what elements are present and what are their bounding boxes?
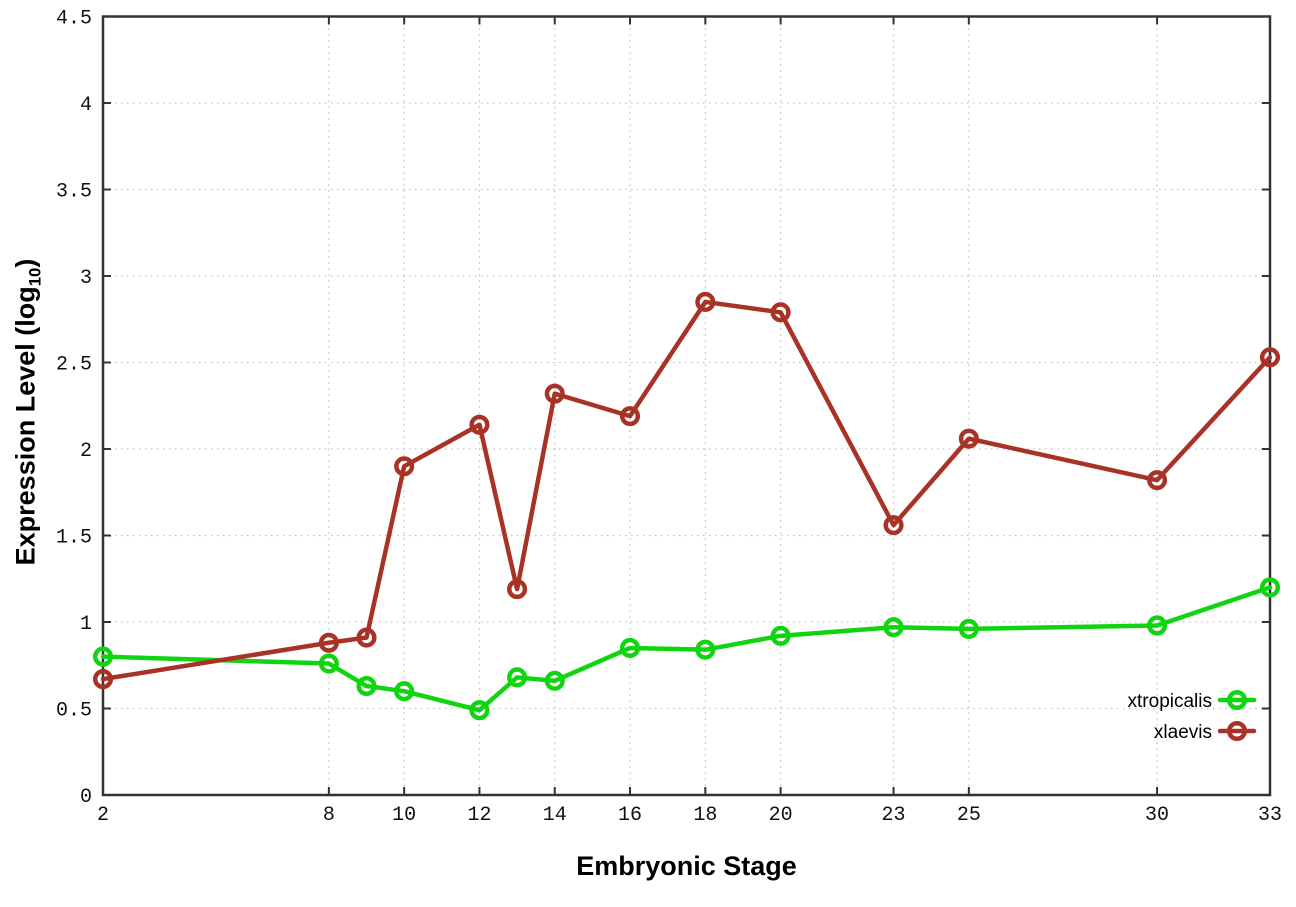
data-point-xtropicalis <box>469 700 490 721</box>
data-point-xtropicalis <box>318 653 339 674</box>
data-point-xlaevis <box>507 579 528 600</box>
data-point-xlaevis <box>619 406 641 427</box>
data-point-xtropicalis <box>619 637 641 659</box>
y-axis-title: Expression Level (log10) <box>10 259 45 566</box>
data-point-xtropicalis <box>1259 577 1281 598</box>
y-tick-label: 4 <box>80 94 92 117</box>
y-tick-label: 4.5 <box>56 8 92 31</box>
data-point-xlaevis <box>469 414 490 435</box>
data-point-xtropicalis <box>770 625 791 646</box>
x-tick-label: 14 <box>543 804 567 827</box>
x-tick-label: 30 <box>1145 804 1169 827</box>
data-point-xlaevis <box>770 302 791 323</box>
data-point-xtropicalis <box>958 618 979 639</box>
data-point-xtropicalis <box>883 617 904 638</box>
y-tick-label: 2.5 <box>56 354 92 377</box>
x-tick-label: 12 <box>467 804 491 827</box>
data-point-xtropicalis <box>1147 615 1168 636</box>
y-axis-title-text: Expression Level (log <box>10 286 41 566</box>
data-point-xlaevis <box>394 456 415 477</box>
data-point-xlaevis <box>1259 347 1281 368</box>
data-point-xtropicalis <box>695 639 716 660</box>
data-point-xlaevis <box>356 627 377 648</box>
series-line-xlaevis <box>100 299 1273 682</box>
data-point-xtropicalis <box>356 675 377 697</box>
legend-sample-marker-xtropicalis <box>1226 689 1248 711</box>
x-tick-label: 10 <box>392 804 416 827</box>
y-tick-label: 0.5 <box>56 700 92 723</box>
series-xtropicalis <box>92 577 1281 721</box>
y-tick-label: 0 <box>80 786 92 809</box>
x-tick-label: 16 <box>618 804 642 827</box>
data-point-xtropicalis <box>544 670 565 691</box>
data-point-xlaevis <box>318 632 339 653</box>
data-point-xtropicalis <box>394 681 415 702</box>
data-point-xtropicalis <box>92 646 114 667</box>
plot-border <box>101 15 1272 797</box>
data-point-xlaevis <box>695 291 716 313</box>
x-tick-label: 18 <box>693 804 717 827</box>
legend-label-xtropicalis: xtropicalis <box>1128 691 1212 712</box>
data-point-xlaevis <box>883 515 904 536</box>
x-tick-label: 2 <box>97 804 109 827</box>
legend-label-xlaevis: xlaevis <box>1154 722 1212 743</box>
y-tick-label: 1.5 <box>56 527 92 550</box>
series-xlaevis <box>92 291 1281 690</box>
x-axis-title: Embryonic Stage <box>576 851 797 881</box>
legend-sample-marker-xlaevis <box>1226 720 1248 742</box>
data-point-xlaevis <box>92 669 114 690</box>
y-tick-label: 2 <box>80 440 92 463</box>
y-tick-label: 1 <box>80 613 92 636</box>
x-tick-label: 20 <box>769 804 793 827</box>
y-axis-title-subscript: 10 <box>25 267 45 287</box>
tick-marks <box>102 15 1271 796</box>
data-point-xlaevis <box>1147 470 1168 491</box>
x-tick-label: 23 <box>882 804 906 827</box>
y-tick-label: 3.5 <box>56 181 92 204</box>
data-point-xlaevis <box>958 428 979 449</box>
y-tick-label: 3 <box>80 267 92 290</box>
data-point-xtropicalis <box>507 667 528 688</box>
legend: xtropicalis xlaevis <box>1128 689 1257 743</box>
x-tick-label: 8 <box>323 804 335 827</box>
x-tick-label: 33 <box>1258 804 1282 827</box>
data-point-xlaevis <box>544 383 565 404</box>
y-axis-title-close: ) <box>10 258 41 268</box>
x-tick-label: 25 <box>957 804 981 827</box>
gridlines <box>102 15 1271 796</box>
